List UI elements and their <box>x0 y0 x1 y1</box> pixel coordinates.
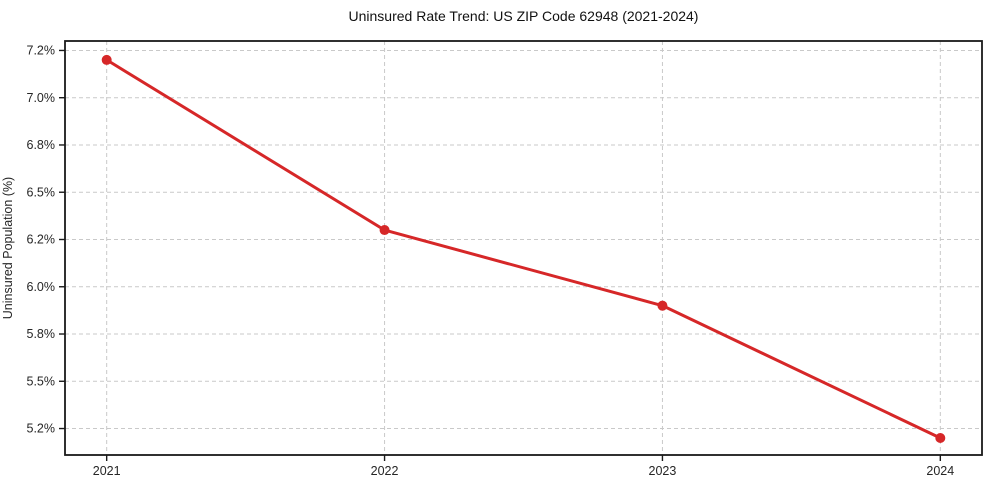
y-axis-label: Uninsured Population (%) <box>1 177 15 319</box>
x-tick-label: 2021 <box>93 464 121 478</box>
y-tick-label: 6.0% <box>27 280 56 294</box>
axes-frame <box>64 40 983 456</box>
y-tick-label: 5.2% <box>27 422 56 436</box>
y-tick-label: 6.5% <box>27 185 56 199</box>
x-tick-label: 2024 <box>926 464 954 478</box>
y-tick-label: 6.2% <box>27 233 56 247</box>
chart-title: Uninsured Rate Trend: US ZIP Code 62948 … <box>348 8 699 24</box>
data-point-2024 <box>935 432 946 443</box>
y-tick-label: 7.2% <box>27 44 56 58</box>
y-tick-label: 5.8% <box>27 327 56 341</box>
y-tick-label: 7.0% <box>27 91 56 105</box>
data-point-2023 <box>657 300 668 311</box>
data-point-2022 <box>379 225 390 236</box>
x-tick-label: 2022 <box>371 464 399 478</box>
x-tick-label: 2023 <box>649 464 677 478</box>
trend-line <box>105 58 942 440</box>
data-point-2021 <box>101 54 112 65</box>
y-tick-label: 5.5% <box>27 374 56 388</box>
y-tick-label: 6.8% <box>27 138 56 152</box>
